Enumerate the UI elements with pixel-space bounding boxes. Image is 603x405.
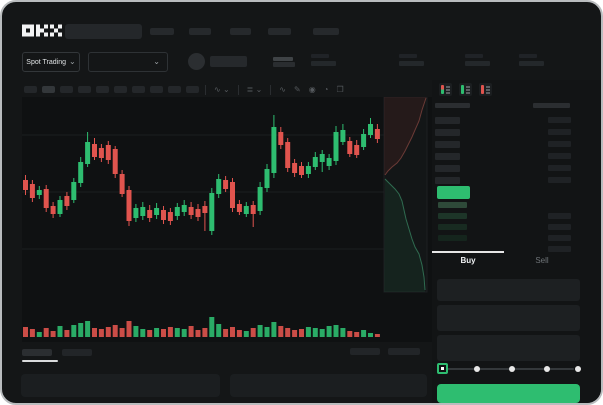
- bid-row-price[interactable]: [438, 224, 467, 230]
- pair-name-placeholder: [210, 56, 247, 67]
- nav-item-4[interactable]: [268, 28, 291, 35]
- orderbook-amount-header: [533, 103, 570, 108]
- nav-item-3[interactable]: [230, 28, 251, 35]
- timeframe-button-7[interactable]: [132, 86, 145, 93]
- bottom-row-placeholder-1[interactable]: [21, 374, 220, 397]
- timeframe-button-4[interactable]: [78, 86, 91, 93]
- timeframe-button-8[interactable]: [150, 86, 163, 93]
- bottom-row-placeholder-2[interactable]: [230, 374, 427, 397]
- order-price-field[interactable]: [437, 279, 580, 301]
- tab-buy[interactable]: Buy: [460, 256, 476, 265]
- slider-step-dot[interactable]: [509, 366, 515, 372]
- divider: [205, 84, 206, 95]
- global-search-input[interactable]: [65, 24, 142, 39]
- market-type-dropdown[interactable]: Spot Trading ⌄: [22, 52, 80, 72]
- slider-step-dot[interactable]: [575, 366, 581, 372]
- divider: [237, 84, 239, 95]
- coin-icon: [188, 53, 205, 70]
- nav-item-5[interactable]: [313, 28, 339, 35]
- camera-icon[interactable]: ◉: [308, 85, 316, 94]
- ask-row-price[interactable]: [435, 129, 460, 136]
- fullscreen-icon[interactable]: ❐: [336, 85, 344, 94]
- ask-row-price[interactable]: [435, 141, 460, 148]
- ask-row-price[interactable]: [435, 153, 460, 160]
- ask-row-price[interactable]: [435, 165, 460, 172]
- orderbook-bids-view-icon[interactable]: [459, 83, 472, 96]
- last-price-highlight[interactable]: [437, 186, 470, 199]
- bid-row-price[interactable]: [438, 202, 467, 208]
- indicators-dropdown[interactable]: ∿ ⌄: [214, 85, 230, 94]
- divider: [270, 84, 272, 95]
- timeframe-button-2-active[interactable]: [42, 86, 55, 93]
- order-amount-field[interactable]: [437, 305, 580, 331]
- bottom-bar-stat-2: [388, 348, 420, 355]
- amount-slider-track[interactable]: [442, 368, 574, 370]
- timeframe-button-6[interactable]: [114, 86, 127, 93]
- slider-step-dot[interactable]: [544, 366, 550, 372]
- stat-24h-3: [465, 54, 491, 67]
- timeframe-button-5[interactable]: [96, 86, 109, 93]
- ask-row-price[interactable]: [435, 177, 460, 184]
- chart-style-dropdown[interactable]: ≣ ⌄: [246, 85, 263, 94]
- price-change-placeholder: [273, 62, 295, 67]
- ask-row-amount: [548, 141, 571, 147]
- timeframe-button-9[interactable]: [168, 86, 181, 93]
- orderbook-price-header: [435, 103, 470, 108]
- orderbook-split-view-icon[interactable]: [439, 83, 452, 96]
- history-icon[interactable]: ◔: [323, 85, 329, 94]
- amount-slider-handle[interactable]: [437, 363, 448, 374]
- active-tab-indicator: [432, 251, 504, 253]
- ask-row-price[interactable]: [435, 117, 460, 124]
- market-type-label: Spot Trading: [26, 58, 66, 66]
- orderbook-and-trade-panel: Buy Sell: [432, 80, 601, 403]
- tab-sell[interactable]: Sell: [535, 256, 549, 265]
- buy-submit-button[interactable]: [437, 384, 580, 403]
- bid-row-amount: [548, 224, 571, 230]
- orderbook-asks-view-icon[interactable]: [479, 83, 492, 96]
- ask-row-amount: [548, 153, 571, 159]
- ask-row-amount: [548, 177, 571, 183]
- ask-row-amount: [548, 117, 571, 123]
- order-total-field[interactable]: [437, 335, 580, 361]
- stat-24h-1: [311, 54, 337, 67]
- bid-row-amount: [548, 246, 571, 252]
- nav-item-1[interactable]: [150, 28, 174, 35]
- bid-row-price[interactable]: [438, 213, 467, 219]
- chevron-down-icon: ⌄: [153, 57, 160, 66]
- timeframe-button-1[interactable]: [24, 86, 37, 93]
- nav-item-2[interactable]: [189, 28, 211, 35]
- last-price-placeholder: [273, 57, 293, 61]
- stat-24h-4: [519, 54, 545, 67]
- bottom-tab-active-underline: [22, 360, 58, 362]
- stat-24h-2: [399, 54, 425, 67]
- ask-row-amount: [548, 129, 571, 135]
- bottom-bar-stat-1: [350, 348, 380, 355]
- bid-row-price[interactable]: [438, 235, 467, 241]
- line-tool-icon[interactable]: ∿: [279, 85, 286, 94]
- slider-step-dot[interactable]: [474, 366, 480, 372]
- bid-row-amount: [548, 235, 571, 241]
- price-chart-svg[interactable]: [22, 97, 432, 342]
- timeframe-button-3[interactable]: [60, 86, 73, 93]
- pair-selector-dropdown[interactable]: ⌄: [88, 52, 168, 72]
- bid-row-amount: [548, 213, 571, 219]
- bottom-tab-active[interactable]: [22, 349, 52, 356]
- chart-tools: ∿ ⌄ ≣ ⌄ ∿ ✎ ◉ ◔ ❐: [205, 82, 344, 97]
- chevron-down-icon: ⌄: [69, 57, 76, 66]
- buy-sell-tabs: Buy Sell: [432, 251, 580, 275]
- timeframe-button-10[interactable]: [186, 86, 199, 93]
- draw-icon[interactable]: ✎: [293, 85, 301, 94]
- bottom-tab-2[interactable]: [62, 349, 92, 356]
- ask-row-amount: [548, 165, 571, 171]
- okx-logo: [22, 24, 62, 37]
